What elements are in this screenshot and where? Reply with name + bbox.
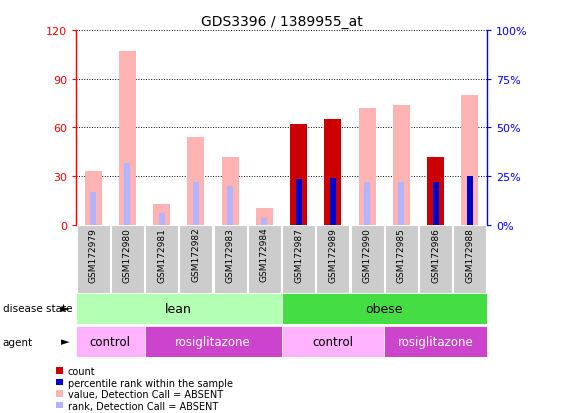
Bar (76, 326, 145, 357)
Bar (282, 225, 315, 293)
Bar (187, 138, 204, 225)
Bar (222, 157, 239, 225)
Text: GSM172986: GSM172986 (431, 227, 440, 282)
Bar (282, 293, 487, 324)
Bar (119, 52, 136, 225)
Bar (427, 157, 444, 225)
Text: GSM172988: GSM172988 (466, 227, 475, 282)
Bar (359, 109, 376, 225)
Text: GSM172985: GSM172985 (397, 227, 406, 282)
Bar (316, 225, 349, 293)
Text: GSM172990: GSM172990 (363, 227, 372, 282)
Title: GDS3396 / 1389955_at: GDS3396 / 1389955_at (200, 14, 363, 28)
Text: GSM172982: GSM172982 (191, 227, 200, 282)
Bar (76, 293, 282, 324)
Bar (124, 164, 131, 225)
Bar (384, 326, 487, 357)
Text: disease state: disease state (3, 304, 72, 314)
Bar (393, 105, 410, 225)
Bar (159, 214, 165, 225)
Bar (261, 218, 267, 225)
Text: GSM172989: GSM172989 (328, 227, 337, 282)
Bar (467, 178, 473, 225)
Text: rosiglitazone: rosiglitazone (175, 335, 251, 348)
Bar (145, 225, 178, 293)
Bar (290, 125, 307, 225)
Bar (214, 225, 247, 293)
Bar (296, 180, 302, 225)
Text: GSM172983: GSM172983 (226, 227, 235, 282)
Text: percentile rank within the sample: percentile rank within the sample (68, 377, 233, 388)
Text: value, Detection Call = ABSENT: value, Detection Call = ABSENT (68, 389, 223, 399)
Bar (84, 172, 102, 225)
Text: obese: obese (365, 302, 403, 315)
Bar (364, 183, 370, 225)
Text: GSM172980: GSM172980 (123, 227, 132, 282)
Bar (385, 225, 418, 293)
Text: ►: ► (61, 337, 69, 347)
Bar (90, 193, 96, 225)
Bar (227, 186, 233, 225)
Bar (111, 225, 144, 293)
Bar (398, 183, 404, 225)
Bar (324, 120, 341, 225)
Bar (453, 225, 486, 293)
Bar (153, 204, 170, 225)
Text: rank, Detection Call = ABSENT: rank, Detection Call = ABSENT (68, 401, 218, 411)
Text: control: control (90, 335, 131, 348)
Bar (193, 183, 199, 225)
Text: ►: ► (61, 304, 69, 314)
Bar (419, 225, 452, 293)
Bar (248, 225, 281, 293)
Text: count: count (68, 366, 95, 376)
Bar (461, 96, 479, 225)
Text: control: control (312, 335, 354, 348)
Text: rosiglitazone: rosiglitazone (397, 335, 473, 348)
Bar (467, 177, 473, 225)
Text: GSM172984: GSM172984 (260, 227, 269, 282)
Bar (256, 209, 273, 225)
Bar (77, 225, 110, 293)
Bar (330, 178, 336, 225)
Bar (351, 225, 383, 293)
Bar (432, 183, 439, 225)
Bar (180, 225, 212, 293)
Text: GSM172987: GSM172987 (294, 227, 303, 282)
Bar (145, 326, 282, 357)
Text: lean: lean (166, 302, 192, 315)
Text: agent: agent (3, 337, 33, 347)
Text: GSM172979: GSM172979 (88, 227, 97, 282)
Bar (282, 326, 384, 357)
Text: GSM172981: GSM172981 (157, 227, 166, 282)
